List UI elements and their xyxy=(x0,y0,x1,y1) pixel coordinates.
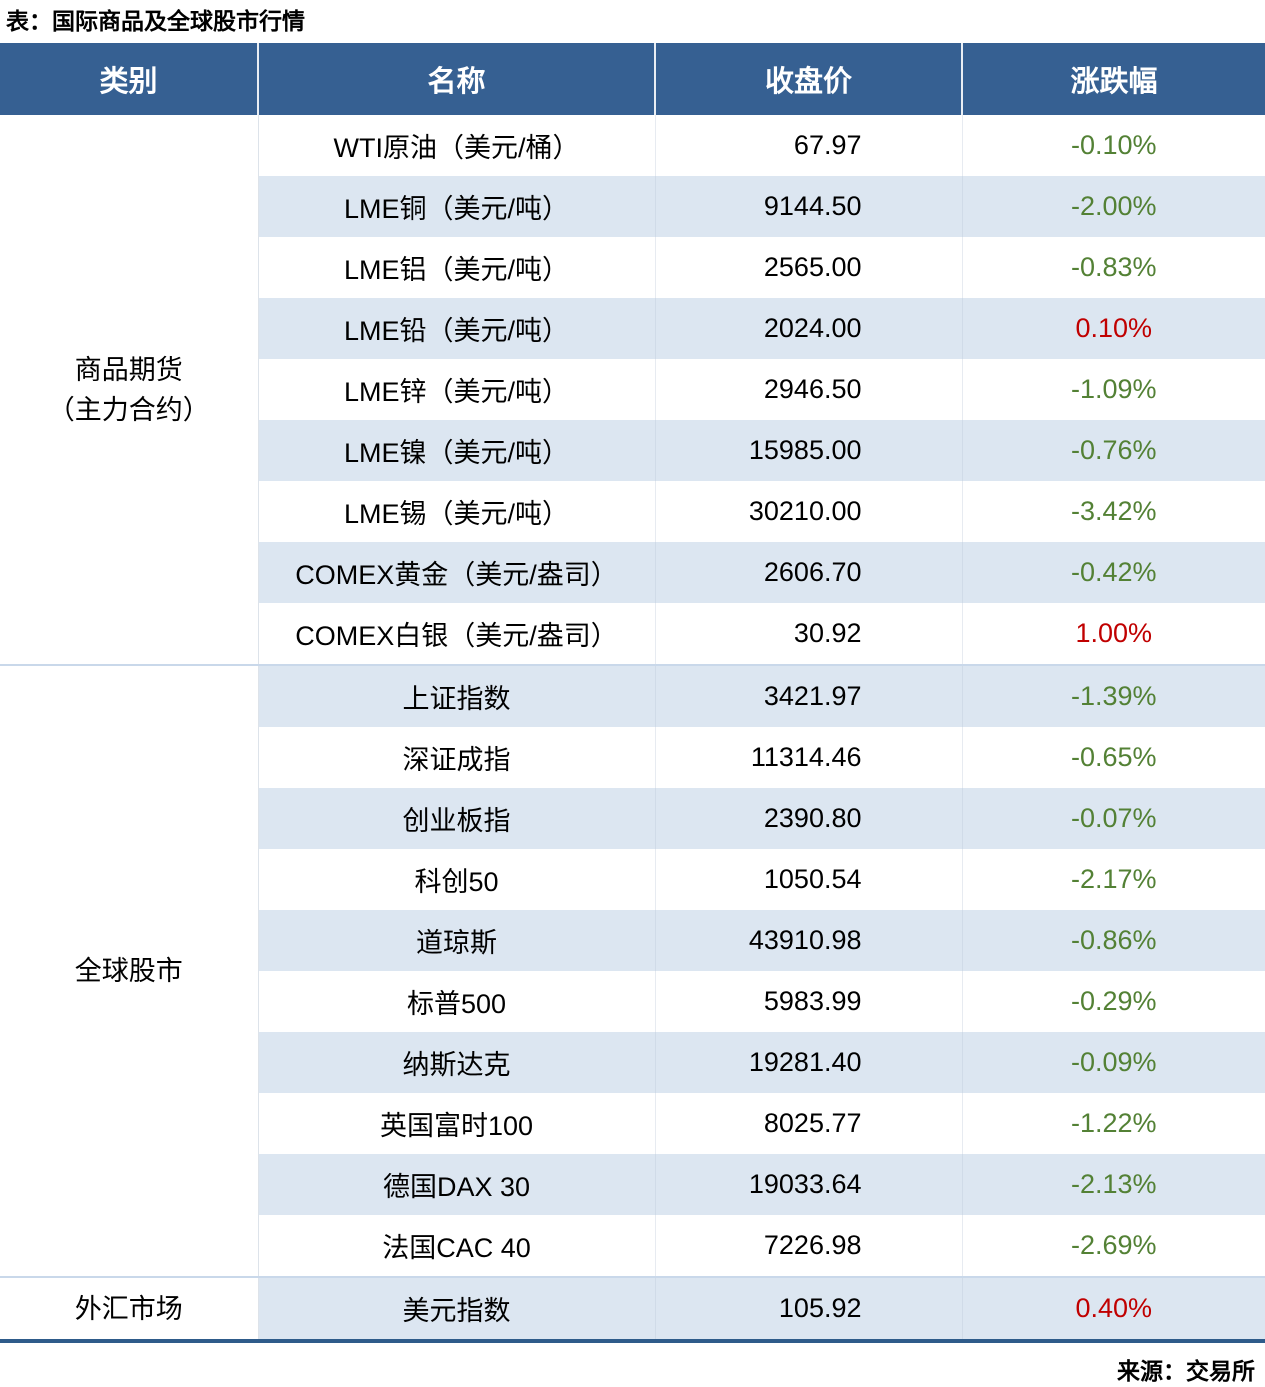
change-percent: -0.29% xyxy=(962,971,1265,1032)
instrument-name: 德国DAX 30 xyxy=(258,1154,656,1215)
change-percent: -0.09% xyxy=(962,1032,1265,1093)
market-quotes-table: 类别 名称 收盘价 涨跌幅 商品期货 （主力合约） WTI原油（美元/桶） 67.9… xyxy=(0,43,1265,1343)
instrument-name: 科创50 xyxy=(258,849,656,910)
table-row: LME铝（美元/吨） 2565.00 -0.83% xyxy=(0,237,1265,298)
col-header-close-price: 收盘价 xyxy=(655,43,963,115)
change-percent: -0.83% xyxy=(962,237,1265,298)
instrument-name: WTI原油（美元/桶） xyxy=(258,115,656,176)
instrument-name: 标普500 xyxy=(258,971,656,1032)
change-percent: 1.00% xyxy=(962,603,1265,665)
instrument-name: 英国富时100 xyxy=(258,1093,656,1154)
instrument-name: COMEX黄金（美元/盎司） xyxy=(258,542,656,603)
change-percent: 0.10% xyxy=(962,298,1265,359)
instrument-name: 上证指数 xyxy=(258,664,656,727)
close-price: 15985.00 xyxy=(655,420,963,481)
close-price: 2390.80 xyxy=(655,788,963,849)
instrument-name: LME镍（美元/吨） xyxy=(258,420,656,481)
category-label-line: 外汇市场 xyxy=(74,1293,183,1324)
change-percent: -0.76% xyxy=(962,420,1265,481)
change-percent: 0.40% xyxy=(962,1276,1265,1341)
instrument-name: LME铝（美元/吨） xyxy=(258,237,656,298)
instrument-name: 美元指数 xyxy=(258,1276,656,1341)
change-percent: -2.17% xyxy=(962,849,1265,910)
col-header-category: 类别 xyxy=(0,43,259,115)
table-row: LME锌（美元/吨） 2946.50 -1.09% xyxy=(0,359,1265,420)
category-cell: 外汇市场 xyxy=(0,1276,259,1341)
change-percent: -0.07% xyxy=(962,788,1265,849)
table-row: 英国富时100 8025.77 -1.22% xyxy=(0,1093,1265,1154)
close-price: 8025.77 xyxy=(655,1093,963,1154)
change-percent: -3.42% xyxy=(962,481,1265,542)
close-price: 30210.00 xyxy=(655,481,963,542)
change-percent: -2.69% xyxy=(962,1215,1265,1277)
category-label-line: （主力合约） xyxy=(47,394,210,425)
close-price: 67.97 xyxy=(655,115,963,176)
table-row: COMEX白银（美元/盎司） 30.92 1.00% xyxy=(0,603,1265,665)
instrument-name: LME铜（美元/吨） xyxy=(258,176,656,237)
instrument-name: LME铅（美元/吨） xyxy=(258,298,656,359)
change-percent: -1.22% xyxy=(962,1093,1265,1154)
source-note: 来源：交易所 xyxy=(1117,1358,1255,1384)
category-cell: 商品期货 （主力合约） xyxy=(0,115,259,665)
change-percent: -1.39% xyxy=(962,664,1265,727)
table-body: 商品期货 （主力合约） WTI原油（美元/桶） 67.97 -0.10% LME铜（… xyxy=(0,115,1265,1341)
change-percent: -1.09% xyxy=(962,359,1265,420)
close-price: 19033.64 xyxy=(655,1154,963,1215)
close-price: 3421.97 xyxy=(655,664,963,727)
change-percent: -2.13% xyxy=(962,1154,1265,1215)
table-row: 法国CAC 40 7226.98 -2.69% xyxy=(0,1215,1265,1277)
close-price: 5983.99 xyxy=(655,971,963,1032)
instrument-name: COMEX白银（美元/盎司） xyxy=(258,603,656,665)
page-title: 表：国际商品及全球股市行情 xyxy=(6,8,305,34)
change-percent: -2.00% xyxy=(962,176,1265,237)
table-row: 深证成指 11314.46 -0.65% xyxy=(0,727,1265,788)
close-price: 2565.00 xyxy=(655,237,963,298)
table-row: 标普500 5983.99 -0.29% xyxy=(0,971,1265,1032)
table-header: 类别 名称 收盘价 涨跌幅 xyxy=(0,43,1265,115)
table-row: COMEX黄金（美元/盎司） 2606.70 -0.42% xyxy=(0,542,1265,603)
close-price: 2606.70 xyxy=(655,542,963,603)
table-row: 创业板指 2390.80 -0.07% xyxy=(0,788,1265,849)
close-price: 11314.46 xyxy=(655,727,963,788)
table-row: 德国DAX 30 19033.64 -2.13% xyxy=(0,1154,1265,1215)
table-row: 商品期货 （主力合约） WTI原油（美元/桶） 67.97 -0.10% xyxy=(0,115,1265,665)
table-row: LME铜（美元/吨） 9144.50 -2.00% xyxy=(0,176,1265,237)
category-cell: 全球股市 xyxy=(0,664,259,1277)
instrument-name: 创业板指 xyxy=(258,788,656,849)
header-row: 类别 名称 收盘价 涨跌幅 xyxy=(0,43,1265,115)
close-price: 9144.50 xyxy=(655,176,963,237)
change-percent: -0.42% xyxy=(962,542,1265,603)
category-label-line: 商品期货 xyxy=(74,354,183,385)
change-percent: -0.65% xyxy=(962,727,1265,788)
close-price: 2946.50 xyxy=(655,359,963,420)
close-price: 1050.54 xyxy=(655,849,963,910)
change-percent: -0.10% xyxy=(962,115,1265,176)
change-percent: -0.86% xyxy=(962,910,1265,971)
close-price: 30.92 xyxy=(655,603,963,665)
instrument-name: 深证成指 xyxy=(258,727,656,788)
col-header-change: 涨跌幅 xyxy=(962,43,1265,115)
category-label-line: 全球股市 xyxy=(74,956,183,986)
instrument-name: LME锡（美元/吨） xyxy=(258,481,656,542)
table-row: LME锡（美元/吨） 30210.00 -3.42% xyxy=(0,481,1265,542)
table-row: LME镍（美元/吨） 15985.00 -0.76% xyxy=(0,420,1265,481)
table-row: LME铅（美元/吨） 2024.00 0.10% xyxy=(0,298,1265,359)
instrument-name: 纳斯达克 xyxy=(258,1032,656,1093)
instrument-name: LME锌（美元/吨） xyxy=(258,359,656,420)
instrument-name: 道琼斯 xyxy=(258,910,656,971)
table-row: 外汇市场 美元指数 105.92 0.40% xyxy=(0,1276,1265,1341)
table-row: 道琼斯 43910.98 -0.86% xyxy=(0,910,1265,971)
close-price: 43910.98 xyxy=(655,910,963,971)
close-price: 105.92 xyxy=(655,1276,963,1341)
col-header-name: 名称 xyxy=(258,43,656,115)
instrument-name: 法国CAC 40 xyxy=(258,1215,656,1277)
close-price: 7226.98 xyxy=(655,1215,963,1277)
table-row: 科创50 1050.54 -2.17% xyxy=(0,849,1265,910)
close-price: 2024.00 xyxy=(655,298,963,359)
close-price: 19281.40 xyxy=(655,1032,963,1093)
table-row: 纳斯达克 19281.40 -0.09% xyxy=(0,1032,1265,1093)
table-row: 全球股市 上证指数 3421.97 -1.39% xyxy=(0,664,1265,1277)
